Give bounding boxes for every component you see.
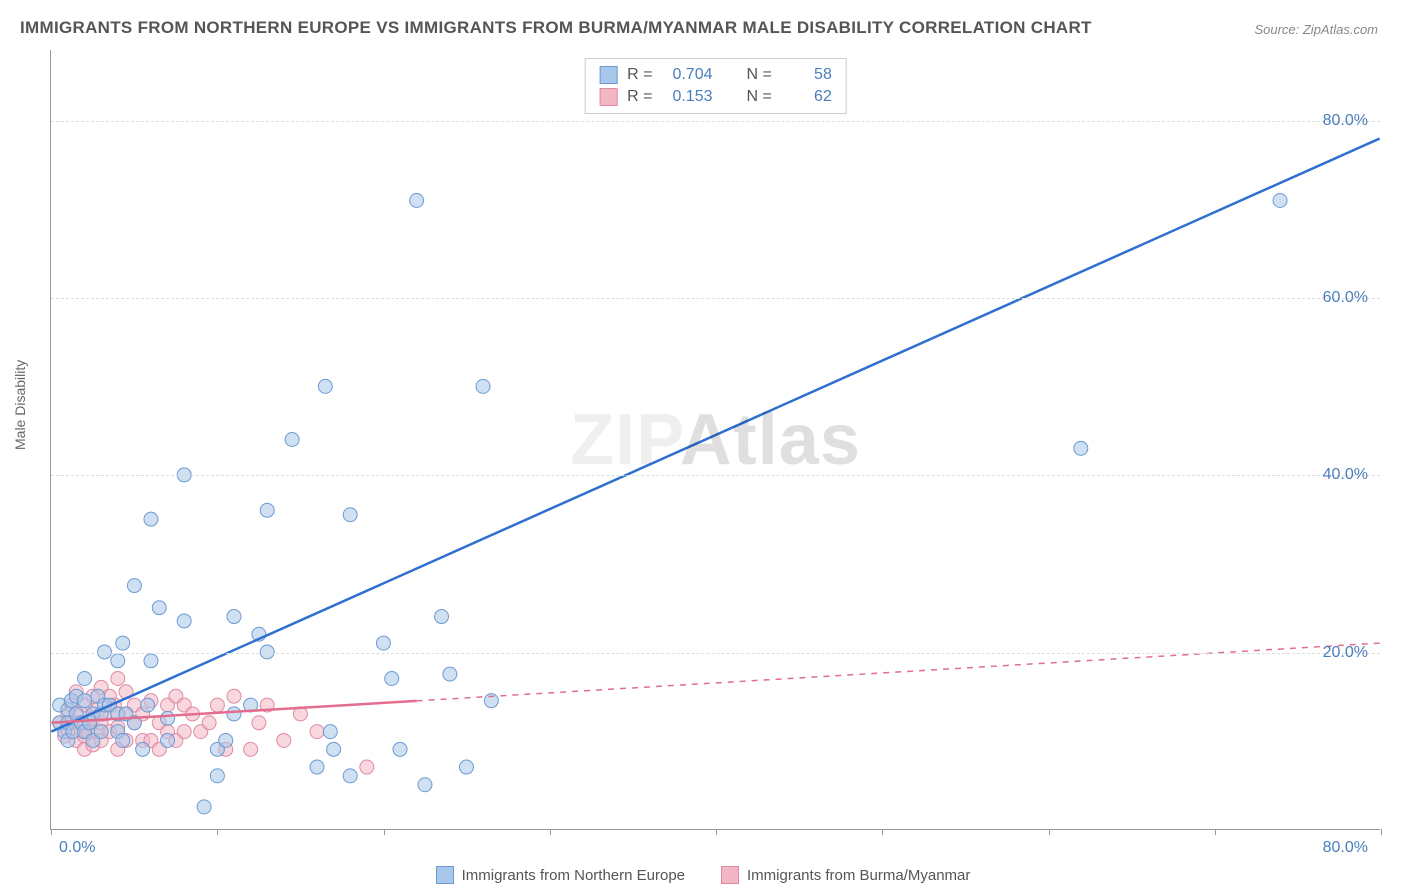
chart-title: IMMIGRANTS FROM NORTHERN EUROPE VS IMMIG… xyxy=(20,18,1092,38)
scatter-point xyxy=(111,654,125,668)
y-tick-label: 80.0% xyxy=(1323,112,1368,130)
scatter-point xyxy=(277,733,291,747)
bottom-legend: Immigrants from Northern Europe Immigrant… xyxy=(0,866,1406,888)
scatter-point xyxy=(244,742,258,756)
scatter-point xyxy=(476,379,490,393)
scatter-point xyxy=(252,716,266,730)
x-tick xyxy=(550,829,551,835)
scatter-point xyxy=(360,760,374,774)
scatter-point xyxy=(78,672,92,686)
y-tick-label: 40.0% xyxy=(1323,466,1368,484)
scatter-point xyxy=(318,379,332,393)
x-tick xyxy=(1215,829,1216,835)
x-tick xyxy=(882,829,883,835)
scatter-point xyxy=(260,503,274,517)
x-tick xyxy=(716,829,717,835)
plot-area: R =0.704N =58R =0.153N =62 ZIPAtlas 0.0%… xyxy=(50,50,1380,830)
scatter-point xyxy=(210,769,224,783)
stats-n-label: N = xyxy=(747,88,772,106)
scatter-point xyxy=(323,725,337,739)
gridline xyxy=(51,298,1380,299)
gridline xyxy=(51,475,1380,476)
scatter-point xyxy=(327,742,341,756)
chart-svg xyxy=(51,50,1380,829)
scatter-point xyxy=(219,733,233,747)
legend-swatch xyxy=(599,88,617,106)
stats-r-value: 0.153 xyxy=(663,88,713,106)
stats-r-value: 0.704 xyxy=(663,66,713,84)
stats-n-value: 58 xyxy=(782,66,832,84)
scatter-point xyxy=(152,601,166,615)
scatter-point xyxy=(310,760,324,774)
scatter-point xyxy=(111,672,125,686)
regression-line xyxy=(51,139,1379,732)
scatter-point xyxy=(202,716,216,730)
x-tick xyxy=(51,829,52,835)
x-axis-max-label: 80.0% xyxy=(1323,839,1368,857)
scatter-point xyxy=(116,636,130,650)
y-tick-label: 20.0% xyxy=(1323,644,1368,662)
y-tick-label: 60.0% xyxy=(1323,289,1368,307)
scatter-point xyxy=(177,614,191,628)
gridline xyxy=(51,121,1380,122)
stats-legend-box: R = 0.704 N = 58 R = 0.153 N = 62 xyxy=(584,58,847,114)
scatter-point xyxy=(385,672,399,686)
x-tick xyxy=(1381,829,1382,835)
gridline xyxy=(51,653,1380,654)
scatter-point xyxy=(418,778,432,792)
x-tick xyxy=(217,829,218,835)
x-tick xyxy=(1049,829,1050,835)
scatter-point xyxy=(94,725,108,739)
scatter-point xyxy=(410,193,424,207)
stats-n-value: 62 xyxy=(782,88,832,106)
scatter-point xyxy=(197,800,211,814)
scatter-point xyxy=(393,742,407,756)
scatter-point xyxy=(144,512,158,526)
legend-label: Immigrants from Northern Europe xyxy=(462,867,685,884)
stats-n-label: N = xyxy=(747,66,772,84)
scatter-point xyxy=(227,689,241,703)
scatter-point xyxy=(435,610,449,624)
scatter-point xyxy=(116,733,130,747)
scatter-point xyxy=(1074,441,1088,455)
legend-item: Immigrants from Northern Europe xyxy=(436,866,685,884)
y-axis-label: Male Disability xyxy=(12,360,28,450)
scatter-point xyxy=(310,725,324,739)
scatter-point xyxy=(443,667,457,681)
legend-item: Immigrants from Burma/Myanmar xyxy=(721,866,970,884)
legend-label: Immigrants from Burma/Myanmar xyxy=(747,867,970,884)
source-label: Source: ZipAtlas.com xyxy=(1254,22,1378,37)
scatter-point xyxy=(285,433,299,447)
scatter-point xyxy=(343,769,357,783)
legend-swatch xyxy=(721,866,739,884)
scatter-point xyxy=(177,725,191,739)
stats-row: R = 0.153 N = 62 xyxy=(599,86,832,108)
stats-r-label: R = xyxy=(627,88,652,106)
scatter-point xyxy=(343,508,357,522)
scatter-point xyxy=(161,711,175,725)
scatter-point xyxy=(459,760,473,774)
x-tick xyxy=(384,829,385,835)
scatter-point xyxy=(78,694,92,708)
scatter-point xyxy=(161,733,175,747)
stats-row: R = 0.704 N = 58 xyxy=(599,64,832,86)
scatter-point xyxy=(141,698,155,712)
scatter-point xyxy=(136,742,150,756)
scatter-point xyxy=(127,579,141,593)
legend-swatch xyxy=(436,866,454,884)
x-axis-min-label: 0.0% xyxy=(59,839,95,857)
scatter-point xyxy=(227,707,241,721)
legend-swatch xyxy=(599,66,617,84)
stats-r-label: R = xyxy=(627,66,652,84)
scatter-point xyxy=(376,636,390,650)
scatter-point xyxy=(144,654,158,668)
scatter-point xyxy=(1273,193,1287,207)
scatter-point xyxy=(227,610,241,624)
scatter-point xyxy=(210,698,224,712)
